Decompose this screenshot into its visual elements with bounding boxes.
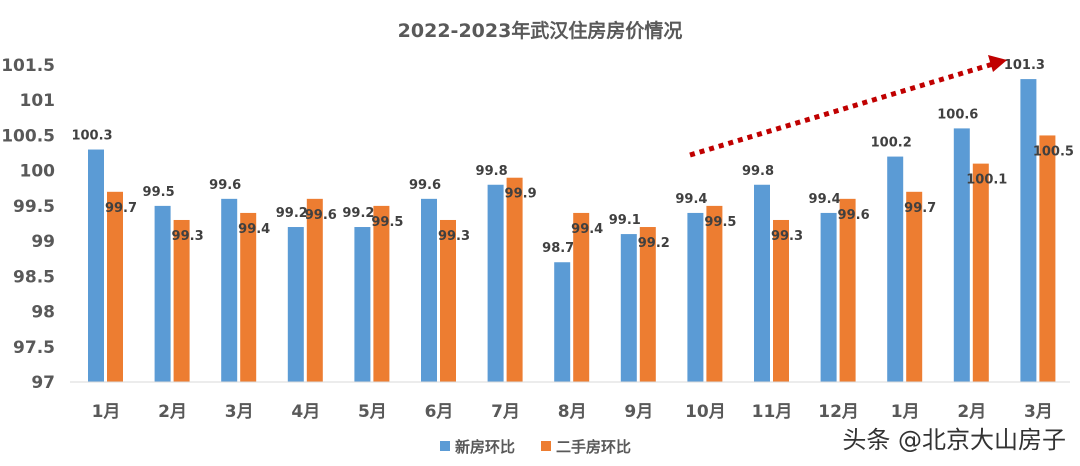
data-label: 99.4 <box>675 192 707 207</box>
legend: 新房环比 二手房环比 <box>440 438 631 456</box>
bar-new-house <box>287 227 304 382</box>
y-tick-label: 98.5 <box>13 267 55 287</box>
y-tick-label: 99 <box>31 232 55 252</box>
x-tick-label: 1月 <box>891 402 920 422</box>
bar-new-house <box>953 128 970 382</box>
y-tick-label: 100 <box>20 162 56 182</box>
bar-resale-house <box>373 205 390 382</box>
x-tick-label: 3月 <box>1024 402 1053 422</box>
bar-resale-house <box>306 198 323 382</box>
bar-new-house <box>1020 79 1037 382</box>
data-label: 99.2 <box>276 206 308 221</box>
watermark: 头条 @北京大山房子 <box>842 426 1066 454</box>
y-axis: 97 97.5 98 98.5 99 99.5 100 100.5 101 101.5 <box>1 56 55 393</box>
y-tick-label: 97 <box>31 373 55 393</box>
bars: 100.399.799.599.399.699.499.299.6 99.299.… <box>71 58 1074 382</box>
bar-resale-house <box>972 163 989 382</box>
y-tick-label: 100.5 <box>1 126 55 146</box>
legend-label-resale: 二手房环比 <box>556 438 631 456</box>
legend-swatch-new <box>440 441 450 451</box>
x-tick-label: 5月 <box>358 402 387 422</box>
bar-new-house <box>354 227 371 382</box>
legend-swatch-resale <box>541 441 551 451</box>
x-axis: 1月 2月 3月 4月 5月 6月 7月 8月 9月 10月 11月 12月 1月 2月 3月 <box>92 402 1053 422</box>
bar-resale-house <box>1039 135 1056 382</box>
bar-new-house <box>154 205 171 382</box>
x-tick-label: 1月 <box>92 402 121 422</box>
bar-resale-house <box>906 191 923 382</box>
bar-resale-house <box>240 212 257 382</box>
data-label: 99.6 <box>409 178 441 193</box>
x-tick-label: 2月 <box>957 402 986 422</box>
x-tick-label: 9月 <box>624 402 653 422</box>
data-label: 99.4 <box>571 222 603 237</box>
bar-new-house <box>754 184 770 382</box>
x-tick-label: 12月 <box>818 402 859 422</box>
data-label: 99.3 <box>438 229 470 244</box>
y-tick-label: 99.5 <box>13 197 55 217</box>
data-label: 100.2 <box>871 136 912 151</box>
data-label: 99.1 <box>609 213 641 228</box>
x-tick-label: 6月 <box>425 402 454 422</box>
bar-new-house <box>687 212 704 382</box>
y-tick-label: 101.5 <box>1 56 55 76</box>
x-tick-label: 7月 <box>491 402 520 422</box>
bar-resale-house <box>173 219 190 382</box>
legend-label-new: 新房环比 <box>455 438 515 456</box>
data-label: 101.3 <box>1004 58 1045 73</box>
data-label: 100.1 <box>966 173 1007 188</box>
bar-new-house <box>487 184 504 382</box>
y-tick-label: 101 <box>20 91 56 111</box>
data-label: 99.5 <box>371 215 403 230</box>
y-tick-label: 97.5 <box>13 338 55 358</box>
chart-title: 2022-2023年武汉住房房价情况 <box>398 19 683 42</box>
bar-resale-house <box>107 191 123 382</box>
x-tick-label: 11月 <box>752 402 793 422</box>
data-label: 99.5 <box>143 185 175 200</box>
arrow-head-icon <box>988 55 1007 72</box>
data-label: 99.2 <box>342 206 374 221</box>
y-tick-label: 98 <box>31 303 55 323</box>
bar-resale-house <box>773 219 789 382</box>
trend-arrow <box>689 55 1007 158</box>
data-label: 99.3 <box>172 229 204 244</box>
data-label: 99.7 <box>105 201 137 216</box>
data-label: 100.6 <box>937 107 978 122</box>
bar-resale-house <box>506 177 523 382</box>
bar-resale-house <box>706 205 723 382</box>
data-label: 99.7 <box>904 201 936 216</box>
bar-new-house <box>620 234 637 382</box>
bar-resale-house <box>639 227 656 382</box>
data-label: 99.9 <box>505 187 537 202</box>
data-label: 99.2 <box>638 236 670 251</box>
bar-new-house <box>421 198 437 382</box>
bar-new-house <box>887 156 904 382</box>
data-label: 99.5 <box>704 215 736 230</box>
data-label: 99.4 <box>809 192 841 207</box>
data-label: 99.8 <box>476 164 508 179</box>
data-label: 100.3 <box>71 129 112 144</box>
x-tick-label: 10月 <box>685 402 726 422</box>
bar-resale-house <box>573 212 590 382</box>
x-tick-label: 2月 <box>158 402 187 422</box>
bar-new-house <box>554 262 571 382</box>
data-label: 98.7 <box>542 241 574 256</box>
data-label: 100.5 <box>1033 144 1074 159</box>
x-tick-label: 8月 <box>558 402 587 422</box>
data-label: 99.4 <box>238 222 270 237</box>
x-tick-label: 4月 <box>291 402 320 422</box>
bar-resale-house <box>839 198 856 382</box>
data-label: 99.8 <box>742 164 774 179</box>
data-label: 99.3 <box>771 229 803 244</box>
bar-new-house <box>88 149 104 382</box>
bar-new-house <box>820 212 837 382</box>
data-label: 99.6 <box>838 208 870 223</box>
bar-resale-house <box>440 219 456 382</box>
x-tick-label: 3月 <box>225 402 254 422</box>
trend-arrow-line <box>689 61 994 158</box>
data-label: 99.6 <box>209 178 241 193</box>
bar-new-house <box>221 198 238 382</box>
data-label: 99.6 <box>305 208 337 223</box>
